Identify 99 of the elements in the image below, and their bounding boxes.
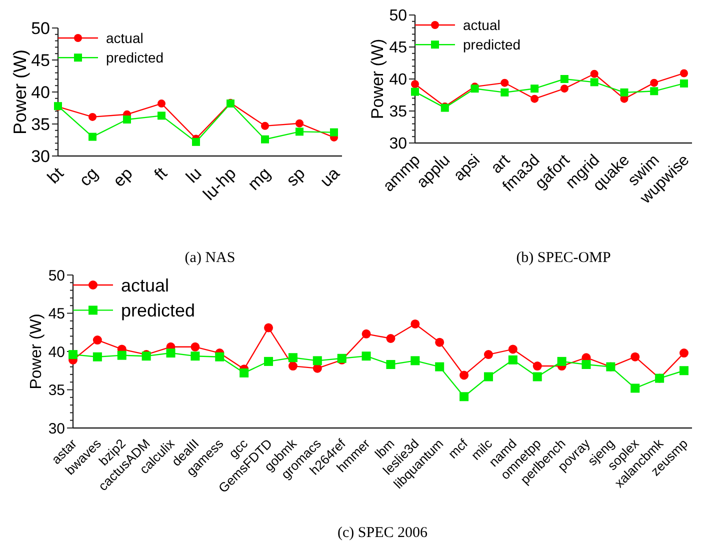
y-tick-label: 30 xyxy=(389,136,408,153)
point xyxy=(560,75,568,83)
point xyxy=(386,360,396,370)
point xyxy=(508,355,518,364)
y-tick-label: 45 xyxy=(31,50,50,70)
point xyxy=(362,329,371,338)
point xyxy=(261,122,269,130)
point xyxy=(92,352,102,362)
point xyxy=(582,360,591,370)
point xyxy=(500,78,509,87)
point xyxy=(123,116,131,124)
point xyxy=(411,88,419,96)
point xyxy=(92,336,102,345)
legend-label: actual xyxy=(463,16,500,33)
point xyxy=(532,372,542,382)
point xyxy=(650,87,658,96)
x-tick-label: mg xyxy=(244,164,274,194)
point xyxy=(312,356,322,366)
x-tick-label: cg xyxy=(76,164,102,190)
point xyxy=(190,352,200,361)
point xyxy=(680,79,688,88)
point xyxy=(296,128,304,136)
x-tick-label: ft xyxy=(150,164,171,184)
point xyxy=(590,78,598,86)
point xyxy=(620,88,628,96)
y-tick-label: 40 xyxy=(389,72,408,89)
x-tick-label: mcf xyxy=(445,436,471,462)
x-tick-label: bt xyxy=(44,164,68,188)
point xyxy=(532,362,542,371)
point xyxy=(557,356,566,366)
point xyxy=(530,84,539,93)
point xyxy=(362,352,371,361)
point xyxy=(630,384,640,393)
legend-label: predicted xyxy=(106,50,164,66)
point xyxy=(166,348,176,358)
y-tick-label: 50 xyxy=(48,267,65,284)
point xyxy=(484,350,493,360)
point xyxy=(530,94,539,103)
point xyxy=(296,119,304,128)
point xyxy=(330,128,338,136)
legend-label: predicted xyxy=(463,36,521,52)
point xyxy=(460,392,469,402)
y-tick-label: 35 xyxy=(48,382,65,399)
point xyxy=(215,352,224,362)
point xyxy=(386,334,396,343)
point xyxy=(680,366,688,376)
legend-label: actual xyxy=(121,275,170,296)
point xyxy=(590,70,598,78)
y-tick-label: 30 xyxy=(48,420,65,438)
point xyxy=(240,368,249,378)
y-tick-label: 30 xyxy=(31,146,50,166)
x-tick-label: ep xyxy=(109,164,136,191)
point xyxy=(410,319,420,328)
y-tick-label: 40 xyxy=(48,344,65,361)
point xyxy=(288,362,298,371)
point xyxy=(68,350,78,360)
x-tick-label: apsi xyxy=(450,152,484,185)
point xyxy=(650,78,658,87)
point xyxy=(680,69,688,78)
y-tick-label: 50 xyxy=(389,8,408,25)
point xyxy=(435,338,444,347)
y-tick-label: 45 xyxy=(48,306,65,322)
point xyxy=(411,80,419,88)
point xyxy=(435,362,444,372)
point xyxy=(264,356,274,366)
point xyxy=(508,344,518,354)
point xyxy=(264,323,274,332)
x-tick-label: sp xyxy=(282,164,309,190)
point xyxy=(484,372,493,382)
y-tick-label: 40 xyxy=(31,82,50,102)
point xyxy=(560,84,568,93)
point xyxy=(288,353,298,362)
point xyxy=(192,138,200,146)
y-tick-label: 45 xyxy=(389,40,408,57)
y-tick-label: 35 xyxy=(389,104,408,121)
point xyxy=(500,88,509,96)
point xyxy=(630,352,640,362)
text: (a) NAS xyxy=(184,250,236,266)
point xyxy=(158,112,166,120)
legend-label: predicted xyxy=(121,300,196,320)
y-tick-label: 35 xyxy=(31,114,50,134)
point xyxy=(410,356,420,366)
point xyxy=(261,135,269,144)
point xyxy=(88,112,96,121)
point xyxy=(158,100,166,108)
point xyxy=(680,348,688,358)
point xyxy=(88,132,96,141)
y-axis-title: Power (W) xyxy=(10,50,30,134)
legend-label: actual xyxy=(106,30,144,46)
text: (b) SPEC-OMP xyxy=(516,250,611,266)
point xyxy=(190,342,200,352)
point xyxy=(460,370,469,380)
point xyxy=(117,350,126,360)
x-tick-label: lu xyxy=(182,164,206,187)
y-axis-title: Power (W) xyxy=(28,314,45,390)
y-tick-label: 50 xyxy=(31,18,50,38)
x-tick-label: ua xyxy=(316,163,344,191)
y-axis-title: Power (W) xyxy=(368,38,387,120)
text: (c) SPEC 2006 xyxy=(338,525,428,541)
